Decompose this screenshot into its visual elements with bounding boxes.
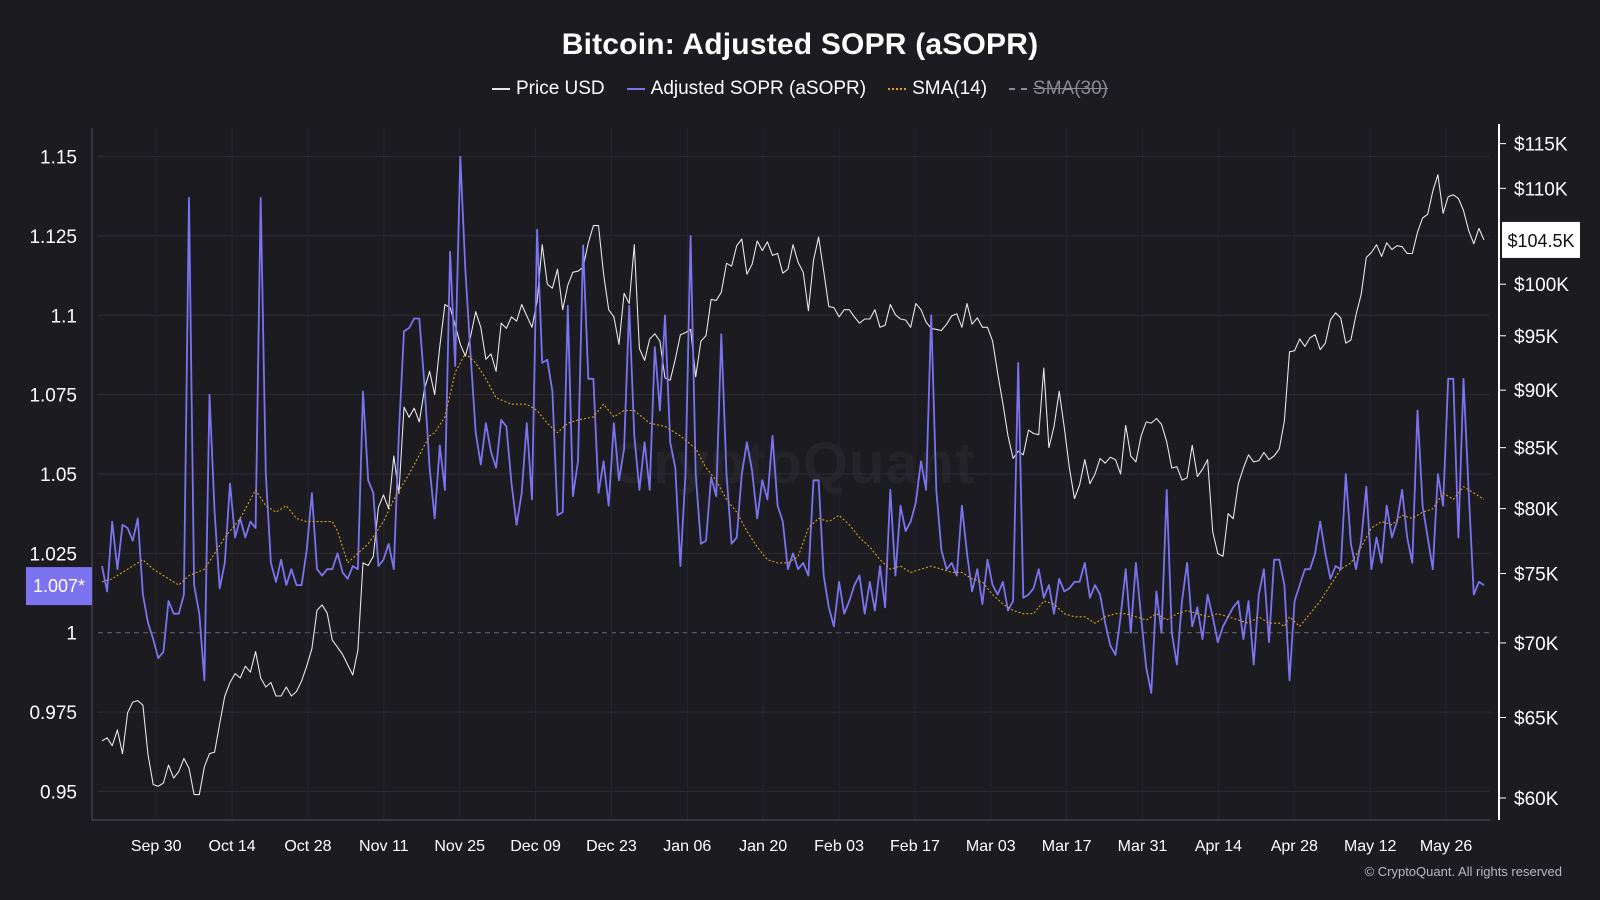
x-tick-label: Oct 28 — [284, 838, 331, 855]
y-left-tick-label: 1 — [66, 624, 77, 645]
legend-item-asopr[interactable]: Adjusted SOPR (aSOPR) — [626, 78, 867, 100]
y-right-tick-label: $70K — [1514, 634, 1559, 655]
legend-swatch-sma30 — [1009, 88, 1028, 90]
x-tick-label: Nov 25 — [434, 838, 485, 855]
legend-item-sma30[interactable]: SMA(30) — [1009, 78, 1108, 100]
y-left-tick-label: 1.075 — [29, 386, 77, 407]
legend-swatch-sma14 — [888, 88, 907, 90]
y-right-tick-label: $100K — [1514, 275, 1569, 296]
legend-label-price: Price USD — [515, 78, 605, 99]
y-left-tick-label: 1.15 — [40, 148, 77, 169]
price-current-badge — [1502, 221, 1580, 258]
x-tick-label: Feb 03 — [814, 838, 864, 855]
x-tick-label: Apr 28 — [1271, 838, 1318, 855]
y-left-tick-label: 1.05 — [40, 465, 77, 486]
x-tick-label: Dec 09 — [510, 838, 561, 855]
asopr-current-label: 1.007* — [33, 576, 85, 596]
y-right-tick-label: $80K — [1514, 500, 1559, 521]
asopr-line — [101, 155, 1485, 694]
x-tick-label: May 26 — [1420, 838, 1473, 855]
y-right-tick-label: $115K — [1514, 135, 1568, 156]
legend-label-asopr: Adjusted SOPR (aSOPR) — [650, 78, 867, 99]
x-tick-label: Sep 30 — [131, 838, 182, 855]
price-current-label: $104.5K — [1507, 231, 1574, 251]
x-tick-label: Dec 23 — [586, 838, 637, 855]
x-tick-label: Apr 14 — [1195, 838, 1242, 855]
legend-swatch-asopr — [626, 88, 645, 90]
price-line — [101, 174, 1485, 796]
chart-legend: Price USD Adjusted SOPR (aSOPR) SMA(14) … — [0, 78, 1600, 100]
y-right-tick-label: $75K — [1514, 565, 1559, 586]
y-left-tick-label: 1.125 — [29, 227, 77, 248]
y-left-tick-label: 0.95 — [40, 782, 77, 803]
x-tick-label: Jan 20 — [739, 838, 787, 855]
sma14-line — [101, 352, 1485, 627]
copyright-notice: © CryptoQuant. All rights reserved — [1364, 864, 1562, 879]
y-right-tick-label: $60K — [1514, 789, 1559, 810]
y-left-tick-label: 0.975 — [29, 703, 77, 724]
legend-label-sma30: SMA(30) — [1033, 78, 1109, 99]
legend-item-sma14[interactable]: SMA(14) — [888, 78, 987, 100]
y-right-tick-label: $65K — [1514, 708, 1559, 729]
y-right-tick-label: $90K — [1514, 381, 1559, 402]
x-tick-label: Mar 17 — [1042, 838, 1092, 855]
y-right-tick-label: $95K — [1514, 327, 1559, 348]
legend-label-sma14: SMA(14) — [912, 78, 988, 99]
x-tick-label: Mar 03 — [966, 838, 1016, 855]
x-tick-label: Nov 11 — [359, 838, 409, 855]
x-tick-label: Oct 14 — [209, 838, 256, 855]
x-tick-label: Jan 06 — [663, 838, 711, 855]
x-tick-label: May 12 — [1344, 838, 1397, 855]
legend-item-price[interactable]: Price USD — [491, 78, 605, 100]
y-left-tick-label: 1.1 — [51, 306, 77, 327]
asopr-current-badge — [26, 567, 92, 606]
y-right-tick-label: $85K — [1514, 439, 1559, 460]
x-tick-label: Mar 31 — [1118, 838, 1168, 855]
legend-swatch-price — [491, 88, 510, 90]
y-right-tick-label: $110K — [1514, 179, 1568, 200]
x-tick-label: Feb 17 — [890, 838, 940, 855]
y-left-tick-label: 1.025 — [29, 544, 77, 565]
chart-title: Bitcoin: Adjusted SOPR (aSOPR) — [561, 28, 1039, 61]
